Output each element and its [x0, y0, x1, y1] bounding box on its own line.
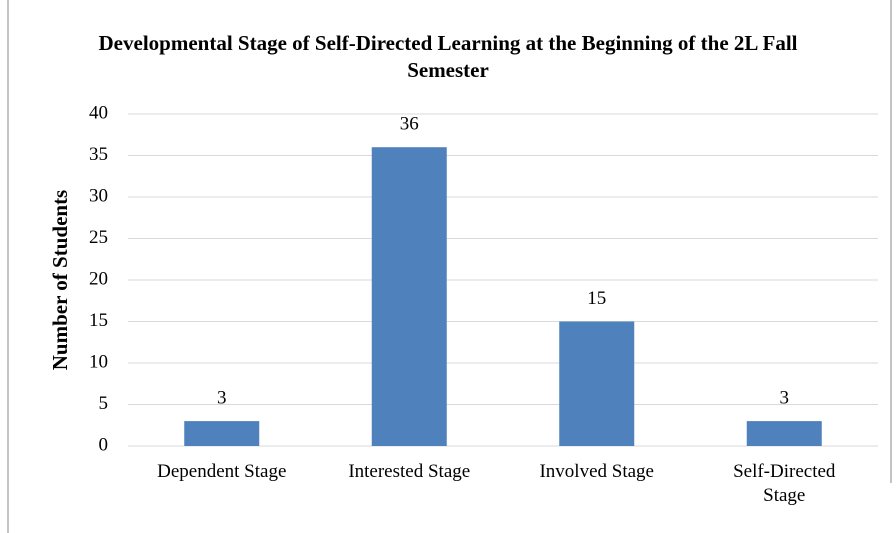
- data-label: 3: [217, 387, 227, 408]
- data-label: 3: [780, 387, 790, 408]
- y-tick-label: 20: [89, 268, 108, 289]
- chart-title: Developmental Stage of Self-Directed Lea…: [98, 31, 798, 82]
- y-tick-label: 40: [89, 102, 108, 123]
- y-tick-label: 30: [89, 185, 108, 206]
- bar: [184, 421, 260, 446]
- x-tick-label: Self-Directed Stage: [733, 461, 836, 506]
- x-tick-label: Dependent Stage: [157, 461, 287, 482]
- y-tick-label: 15: [89, 310, 108, 331]
- y-tick-label: 5: [99, 393, 109, 414]
- y-tick-label: 10: [89, 351, 108, 372]
- y-tick-label: 35: [89, 144, 108, 165]
- bar: [371, 147, 447, 446]
- data-label: 36: [400, 114, 419, 135]
- bar: [559, 321, 635, 446]
- x-tick-label: Involved Stage: [539, 461, 654, 482]
- bar: [746, 421, 822, 446]
- y-axis-label: Number of Students: [48, 190, 72, 370]
- y-tick-label: 0: [99, 434, 109, 455]
- y-tick-label: 25: [89, 227, 108, 248]
- data-label: 15: [587, 288, 606, 309]
- x-tick-label: Interested Stage: [348, 461, 471, 482]
